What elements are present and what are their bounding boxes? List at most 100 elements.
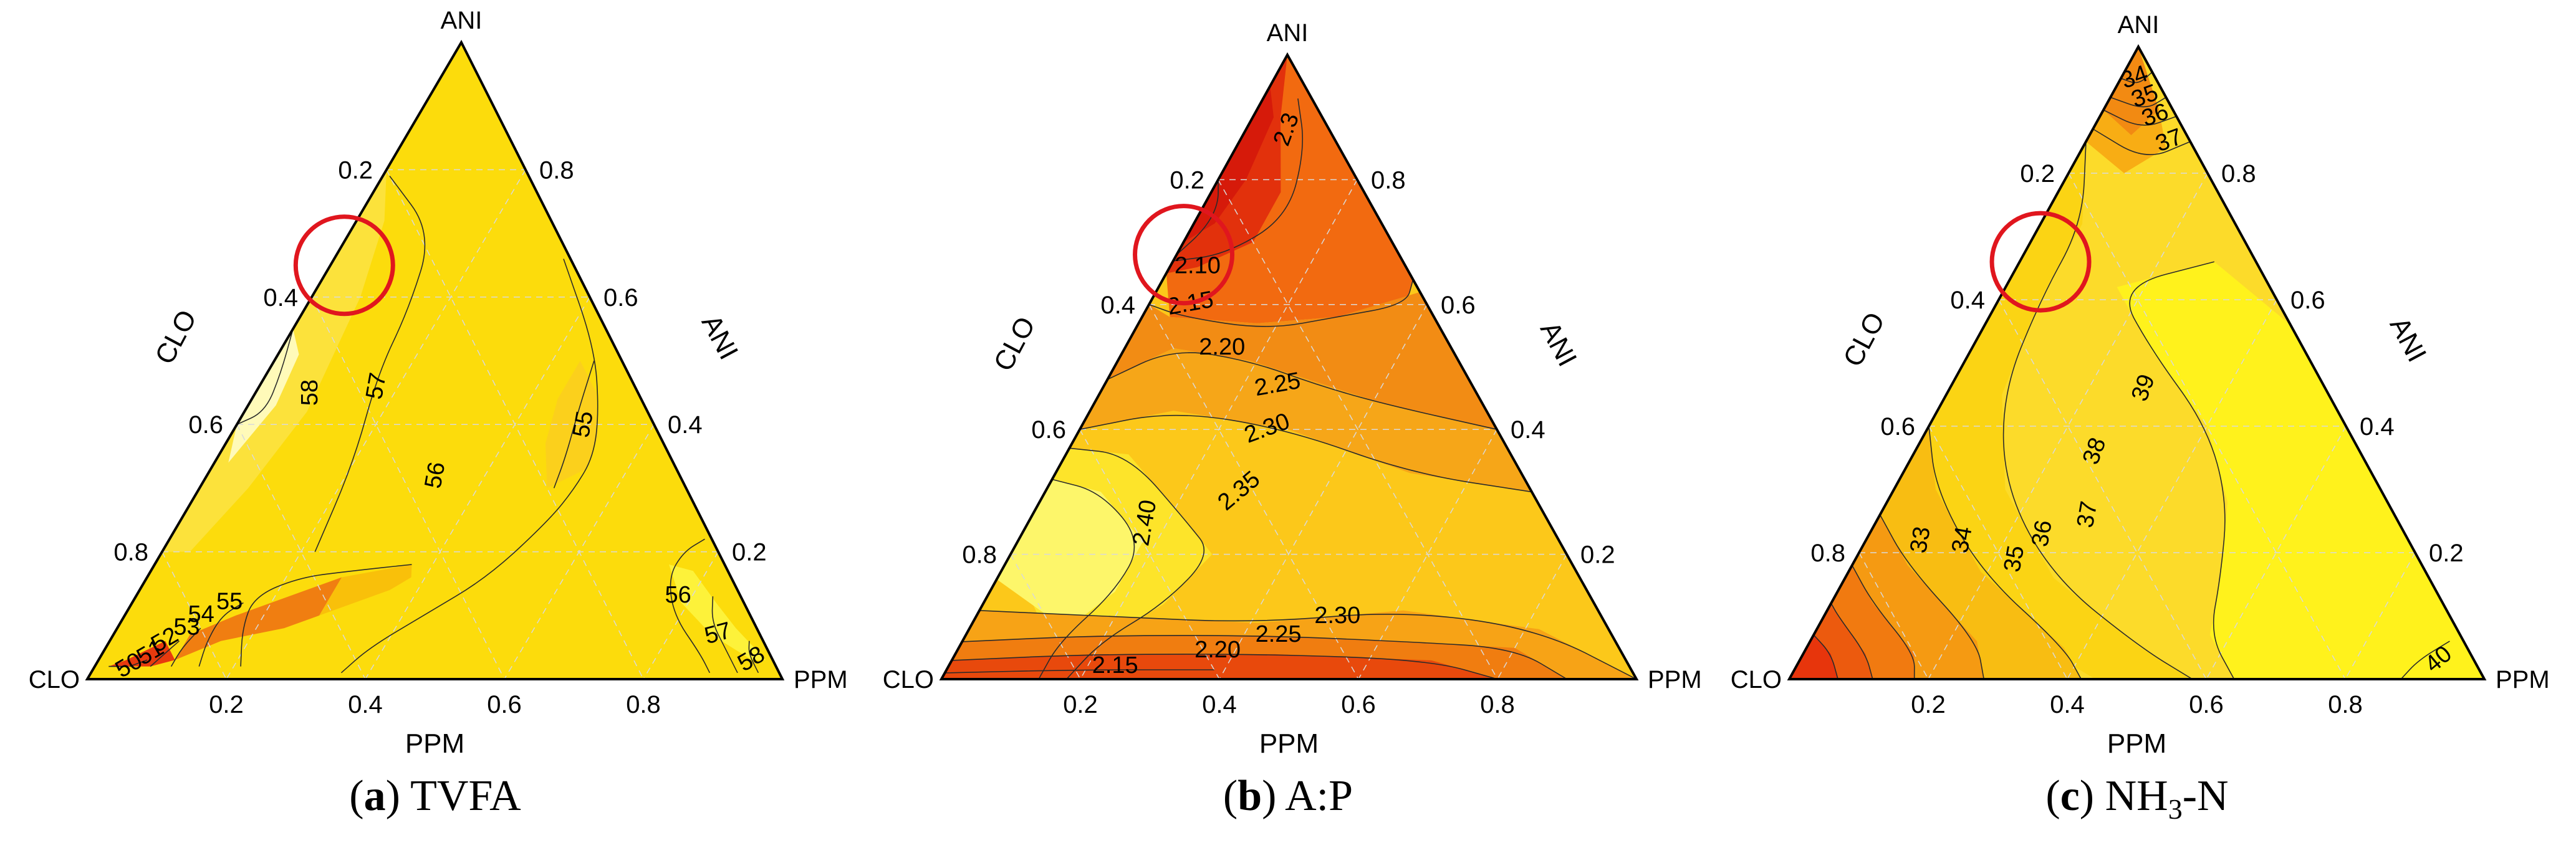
tick-ppm: 0.2 [209,691,244,718]
axis-title-clo: CLO [988,312,1042,376]
highlight-circle [1133,204,1235,306]
contour-region-7 [2103,47,2160,136]
tick-ppm: 0.4 [2050,691,2085,718]
vertex-label-left: CLO [29,666,80,693]
contour-line-56 [340,259,598,674]
axis-title-clo: CLO [1837,307,1891,371]
axis-title-ani: ANI [1534,317,1583,371]
contour-label: 2.20 [1199,334,1245,360]
contour-region-1 [2117,262,2484,679]
contour-line-2.15 [944,669,1214,674]
contour-line-35 [1852,565,1915,679]
contour-line-55 [553,360,595,488]
vertex-label-right: PPM [2496,666,2550,693]
contour-region-2 [319,565,412,616]
tick-clo: 0.2 [1170,166,1204,194]
caption-title: TVFA [410,772,521,820]
contour-label: 2.15 [1092,652,1138,679]
contour-region-6 [1789,635,1838,679]
contour-line-34 [1830,603,1873,679]
contour-region-1 [175,577,342,660]
caption-panel-letter: c [2060,772,2080,820]
tick-clo: 0.6 [188,411,223,439]
axis-title-ani: ANI [2384,312,2433,367]
contour-region-4 [1080,348,1532,492]
caption-title-rest: -N [2183,772,2229,820]
contour-line-38 [2002,141,2193,679]
triangle-outline [85,39,785,680]
caption-title: A:P [1285,772,1353,820]
caption-paren-open: ( [2045,772,2060,820]
plot-background [87,42,782,679]
tick-ani: 0.6 [2290,287,2325,314]
contour-line-57 [711,596,738,674]
contour-line-2.10 [1176,179,1219,255]
grid-line-ppm [2067,299,2277,679]
tick-ppm: 0.6 [487,691,522,718]
grid-line-ppm [1497,554,1567,679]
caption-paren-close: ) [1262,772,1285,820]
contour-label: 56 [420,460,451,490]
vertex-label-top: ANI [441,7,483,34]
tick-ani: 0.4 [2360,413,2395,441]
grid-line-clo [1079,429,1220,679]
tick-ppm: 0.6 [2189,691,2224,718]
caption-panel-letter: a [364,772,386,820]
tick-ani: 0.6 [1441,292,1476,319]
tick-ppm: 0.4 [348,691,383,718]
contour-line-37 [2092,128,2191,155]
contour-line-2.20 [1148,279,1414,327]
tick-clo: 0.2 [2020,160,2055,188]
vertex-label-right: PPM [794,666,848,693]
contour-line-54 [198,602,244,667]
contour-label: 2.20 [1194,637,1241,663]
contour-label: 56 [665,582,691,608]
vertex-label-top: ANI [2118,11,2160,39]
grid-line-clo [1010,554,1081,679]
grid-line-ppm [2345,552,2416,679]
ternary-panel-b: 2.102.152.202.252.302.352.402.32.302.252… [883,19,1702,820]
contour-label: 2.25 [1256,621,1302,647]
vertex-label-left: CLO [1731,666,1782,693]
tick-clo: 0.6 [1031,416,1066,444]
tick-clo: 0.2 [338,156,373,184]
tick-clo: 0.4 [1100,292,1135,319]
tick-ani: 0.2 [2429,540,2464,567]
contour-line-58 [748,641,759,674]
grid-line-ppm [1358,429,1497,679]
tick-clo: 0.8 [113,539,148,566]
contour-label: 57 [361,371,392,401]
tick-ppm: 0.8 [1480,691,1515,718]
panel-caption: (c) NH3-N [2045,772,2228,825]
highlight-circle [1989,211,2092,313]
tick-ppm: 0.4 [1202,691,1237,718]
vertex-label-right: PPM [1648,666,1702,693]
contour-label: 33 [1905,525,1936,555]
panel-caption: (b) A:P [1223,772,1353,820]
caption-panel-letter: b [1238,772,1262,820]
tick-ani: 0.6 [603,284,638,312]
contour-label: 55 [568,409,598,439]
grid-line-ppm [643,551,719,679]
contour-line-39 [2129,261,2235,679]
contour-line-2.15 [1173,98,1304,262]
triangle-outline [1787,44,2487,680]
caption-paren-close: ) [386,772,411,820]
plot-area: 2.102.152.202.252.302.352.402.32.302.252… [941,55,1636,679]
tick-clo: 0.6 [1880,413,1915,441]
contour-label: 58 [297,379,323,406]
tick-clo: 0.8 [1810,540,1845,567]
tick-ani: 0.4 [1511,416,1545,444]
contour-region-4 [228,328,299,463]
contour-line-35 [2110,97,2166,108]
contour-region-4 [1831,565,1915,679]
contour-region-0 [1166,55,1413,323]
contour-label: 2.10 [1175,253,1221,279]
contour-line-2.40 [1038,479,1135,679]
tick-clo: 0.8 [962,541,997,569]
